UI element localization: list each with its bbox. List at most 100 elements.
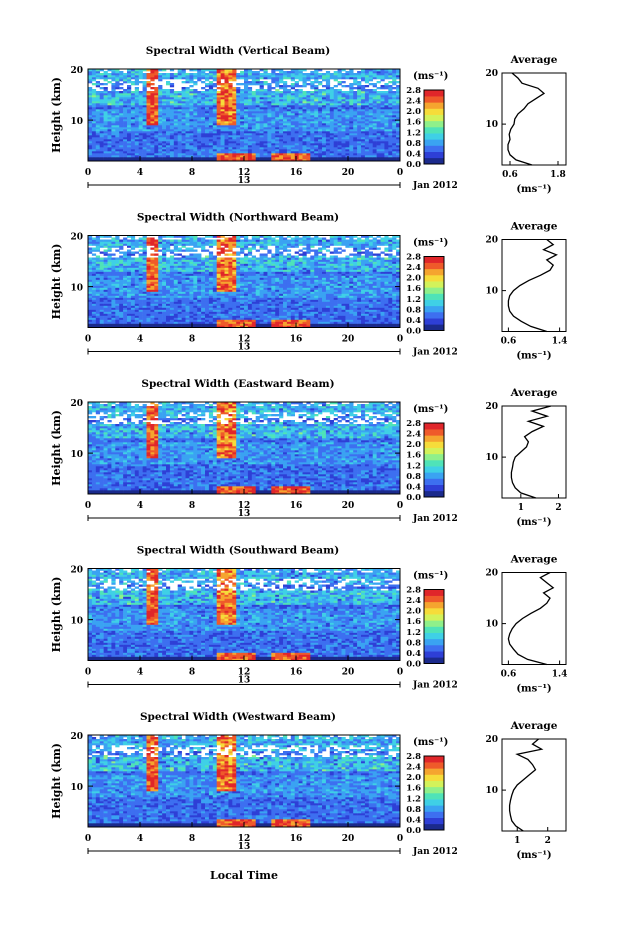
heatmap-cell bbox=[357, 141, 361, 143]
heatmap-cell bbox=[139, 153, 143, 155]
heatmap-cell bbox=[291, 121, 295, 123]
heatmap-cell bbox=[314, 131, 318, 133]
heatmap-cell bbox=[287, 101, 291, 103]
heatmap-cell bbox=[182, 103, 186, 105]
heatmap-cell bbox=[295, 141, 299, 143]
heatmap-cell bbox=[139, 99, 143, 101]
heatmap-cell bbox=[318, 141, 322, 143]
heatmap-cell bbox=[361, 111, 365, 113]
heatmap-cell bbox=[303, 151, 307, 153]
heatmap-cell bbox=[271, 153, 275, 155]
heatmap-cell bbox=[135, 147, 139, 149]
heatmap-cell bbox=[322, 141, 326, 143]
heatmap-cell bbox=[283, 105, 287, 107]
heatmap-cell bbox=[154, 147, 158, 149]
heatmap-cell bbox=[345, 141, 349, 143]
heatmap-cell bbox=[127, 107, 131, 109]
heatmap-cell bbox=[283, 127, 287, 129]
heatmap-cell bbox=[279, 105, 283, 107]
heatmap-cell bbox=[388, 155, 392, 157]
heatmap-cell bbox=[213, 135, 217, 137]
heatmap-cell bbox=[123, 155, 127, 157]
heatmap-cell bbox=[135, 141, 139, 143]
heatmap-cell bbox=[248, 151, 252, 153]
heatmap-cell bbox=[201, 125, 205, 127]
heatmap-cell bbox=[314, 151, 318, 153]
heatmap-cell bbox=[131, 153, 135, 155]
heatmap-cell bbox=[252, 145, 256, 147]
heatmap-cell bbox=[123, 139, 127, 141]
heatmap-cell bbox=[143, 133, 147, 135]
heatmap-cell bbox=[388, 131, 392, 133]
heatmap-cell bbox=[119, 107, 123, 109]
heatmap-cell bbox=[252, 101, 256, 103]
heatmap-cell bbox=[260, 131, 264, 133]
heatmap-cell bbox=[170, 113, 174, 115]
heatmap-cell bbox=[264, 145, 268, 147]
heatmap-cell bbox=[189, 129, 193, 131]
heatmap-cell bbox=[377, 109, 381, 111]
heatmap-cell bbox=[139, 145, 143, 147]
heatmap-cell bbox=[158, 113, 162, 115]
heatmap-cell bbox=[252, 131, 256, 133]
heatmap-cell bbox=[100, 151, 104, 153]
heatmap-cell bbox=[104, 147, 108, 149]
heatmap-cell bbox=[119, 125, 123, 127]
heatmap-cell bbox=[384, 111, 388, 113]
heatmap-cell bbox=[166, 153, 170, 155]
heatmap-cell bbox=[193, 125, 197, 127]
heatmap-cell bbox=[139, 141, 143, 143]
heatmap-cell bbox=[275, 115, 279, 117]
heatmap-cell bbox=[166, 137, 170, 139]
heatmap-cell bbox=[310, 119, 314, 121]
heatmap-cell bbox=[119, 117, 123, 119]
heatmap-cell bbox=[365, 147, 369, 149]
heatmap-cell bbox=[96, 121, 100, 123]
heatmap-cell bbox=[361, 115, 365, 117]
heatmap-cell bbox=[240, 125, 244, 127]
heatmap-cell bbox=[252, 111, 256, 113]
heatmap-cell bbox=[322, 101, 326, 103]
heatmap-cell bbox=[314, 113, 318, 115]
heatmap-cell bbox=[193, 99, 197, 101]
heatmap-cell bbox=[310, 141, 314, 143]
heatmap-cell bbox=[100, 139, 104, 141]
heatmap-cell bbox=[162, 143, 166, 145]
heatmap-cell bbox=[158, 121, 162, 123]
heatmap-cell bbox=[197, 121, 201, 123]
heatmap-cell bbox=[166, 107, 170, 109]
heatmap-cell bbox=[221, 103, 225, 105]
heatmap-cell bbox=[271, 117, 275, 119]
heatmap-cell bbox=[221, 151, 225, 153]
heatmap-cell bbox=[248, 135, 252, 137]
heatmap-cell bbox=[236, 113, 240, 115]
heatmap-cell bbox=[127, 141, 131, 143]
heatmap-cell bbox=[275, 129, 279, 131]
heatmap-cell bbox=[267, 135, 271, 137]
heatmap-cell bbox=[174, 117, 178, 119]
heatmap-cell bbox=[104, 119, 108, 121]
heatmap-cell bbox=[267, 109, 271, 111]
heatmap-cell bbox=[228, 149, 232, 151]
heatmap-cell bbox=[310, 147, 314, 149]
heatmap-cell bbox=[96, 117, 100, 119]
heatmap-cell bbox=[303, 107, 307, 109]
heatmap-cell bbox=[111, 139, 115, 141]
heatmap-cell bbox=[166, 119, 170, 121]
heatmap-cell bbox=[326, 119, 330, 121]
heatmap-cell bbox=[365, 101, 369, 103]
heatmap-cell bbox=[330, 133, 334, 135]
heatmap-cell bbox=[170, 123, 174, 125]
heatmap-cell bbox=[365, 153, 369, 155]
heatmap-cell bbox=[361, 103, 365, 105]
heatmap-cell bbox=[108, 125, 112, 127]
heatmap-cell bbox=[209, 149, 213, 151]
heatmap-cell bbox=[174, 145, 178, 147]
heatmap-cell bbox=[264, 151, 268, 153]
heatmap-cell bbox=[365, 111, 369, 113]
heatmap-cell bbox=[244, 121, 248, 123]
heatmap-cell bbox=[162, 103, 166, 105]
heatmap-cell bbox=[170, 139, 174, 141]
heatmap-cell bbox=[111, 135, 115, 137]
heatmap-cell bbox=[275, 141, 279, 143]
